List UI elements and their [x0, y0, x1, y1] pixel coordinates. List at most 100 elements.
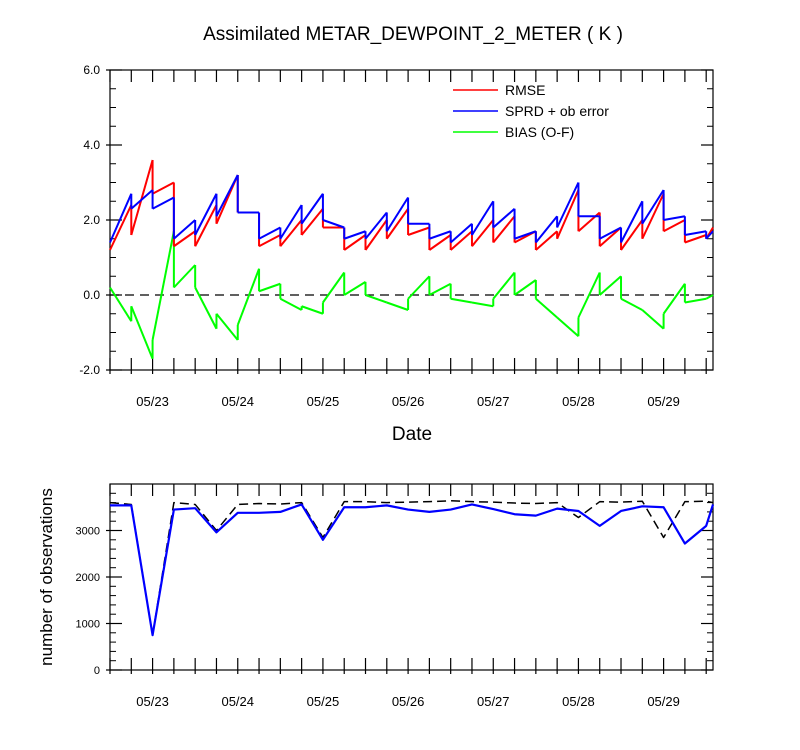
stats-y-tick-label: 6.0 [83, 63, 100, 77]
obs-x-tick-label: 05/25 [307, 694, 340, 709]
stats-x-tick-label: 05/27 [477, 394, 510, 409]
bias-o-f-segment [258, 282, 281, 293]
rmse-segment [385, 208, 409, 240]
x-axis-label: Date [392, 424, 432, 445]
rmse-segment [535, 230, 558, 251]
rmse-segment [152, 181, 175, 195]
stats-y-tick-label: -2.0 [79, 363, 100, 377]
sprd-ob-error-segment [450, 222, 473, 244]
chart-title: Assimilated METAR_DEWPOINT_2_METER ( K ) [203, 24, 623, 45]
bias-o-f-segment [343, 281, 367, 296]
stats-y-tick-label: 4.0 [83, 138, 100, 152]
bias-o-f-segment [173, 264, 196, 289]
stats-x-tick-label: 05/25 [307, 394, 340, 409]
bias-o-f-segment [705, 294, 714, 300]
sprd-ob-error-segment [109, 193, 133, 243]
legend-sprd-label: SPRD + ob error [505, 103, 609, 119]
rmse-segment [364, 219, 388, 251]
rmse-segment [492, 215, 516, 244]
bias-o-f-segment [322, 271, 346, 304]
sprd-ob-error-segment [492, 207, 516, 229]
bias-o-f-segment [236, 268, 260, 326]
rmse-segment [258, 234, 281, 248]
obs-x-tick-label: 05/23 [136, 694, 169, 709]
obs-y-tick-labels: 0 1000 2000 3000 [76, 526, 100, 678]
sprd-ob-error-segment [343, 230, 366, 240]
rmse-segment [599, 226, 622, 248]
bias-o-f-segment [407, 275, 431, 300]
sprd-ob-error-segment [514, 230, 537, 240]
sprd-ob-error-segment [385, 196, 409, 232]
bias-o-f-segment [599, 275, 622, 296]
assimilated-observations-line [110, 503, 715, 637]
bias-o-f-segment [620, 297, 643, 311]
rmse-segment [450, 230, 473, 251]
sprd-ob-error-segment [429, 230, 452, 240]
stats-x-tick-label: 05/29 [647, 394, 680, 409]
rmse-segment [194, 204, 218, 247]
sprd-ob-error-segment [471, 200, 495, 236]
sprd-ob-error-segment [364, 211, 388, 240]
rmse-segment [300, 208, 324, 236]
bias-o-f-segment [662, 283, 686, 315]
obs-ticks [106, 483, 713, 674]
obs-y-tick-label: 3000 [76, 526, 100, 538]
stats-ticks [106, 69, 713, 374]
sprd-ob-error-segment [535, 215, 558, 244]
sprd-ob-error-segment [641, 189, 665, 225]
rmse-segment [471, 219, 495, 247]
rmse-segment [684, 234, 707, 244]
stats-x-tick-label: 05/24 [221, 394, 254, 409]
obs-x-tick-label: 05/29 [647, 694, 680, 709]
obs-y-axis-label: number of observations [37, 488, 56, 666]
bias-o-f-segment [577, 272, 601, 318]
sprd-ob-error-segment [684, 230, 707, 236]
bias-o-f-segment [492, 271, 516, 300]
bias-o-f-segment [301, 305, 324, 315]
obs-series [109, 499, 715, 637]
rmse-segment [620, 219, 644, 251]
bias-o-f-segment [151, 231, 175, 341]
sprd-ob-error-segment [300, 193, 324, 225]
rmse-segment [663, 219, 686, 233]
bias-o-f-segment [450, 297, 473, 304]
sprd-ob-error-segment [279, 204, 303, 240]
stats-y-tick-labels: -2.0 0.0 2.0 4.0 6.0 [79, 63, 100, 377]
bias-o-f-segment [684, 297, 707, 304]
rmse-segment [343, 234, 367, 251]
stats-y-tick-label: 2.0 [83, 213, 100, 227]
sprd-ob-error-segment [130, 189, 154, 210]
bias-o-f-segment [386, 301, 409, 311]
rmse-segment [173, 230, 196, 248]
sprd-ob-error-segment [215, 174, 239, 217]
obs-x-tick-label: 05/26 [392, 694, 425, 709]
sprd-ob-error-segment [173, 219, 196, 240]
sprd-ob-error-segment [556, 182, 580, 228]
rmse-segment [130, 159, 154, 236]
possible-observations-line [109, 499, 714, 636]
obs-y-tick-label: 2000 [76, 572, 100, 584]
bias-o-f-segment [513, 279, 537, 296]
rmse-segment [279, 219, 303, 247]
bias-o-f-segment [194, 287, 218, 330]
rmse-segment [407, 226, 430, 236]
rmse-segment [428, 234, 452, 251]
sprd-ob-error-segment [599, 226, 622, 240]
sprd-ob-error-segment [194, 193, 218, 236]
bias-o-f-segment [535, 297, 558, 319]
rmse-segment [109, 204, 133, 251]
legend-rmse-label: RMSE [505, 82, 545, 98]
rmse-segment [641, 193, 665, 240]
obs-y-tick-label: 1000 [76, 619, 100, 631]
obs-x-tick-label: 05/24 [221, 694, 254, 709]
rmse-segment [556, 189, 580, 240]
bias-o-f-segment [428, 282, 452, 296]
sprd-ob-error-segment [322, 219, 345, 229]
stats-panel: -2.00.02.04.06.0 05/23 05/24 05/25 05/26 05/… [79, 63, 714, 409]
sprd-ob-error-segment [663, 215, 686, 221]
stats-x-tick-label: 05/23 [136, 394, 169, 409]
obs-y-tick-label: 0 [94, 665, 100, 677]
bias-o-f-segment [109, 286, 133, 322]
